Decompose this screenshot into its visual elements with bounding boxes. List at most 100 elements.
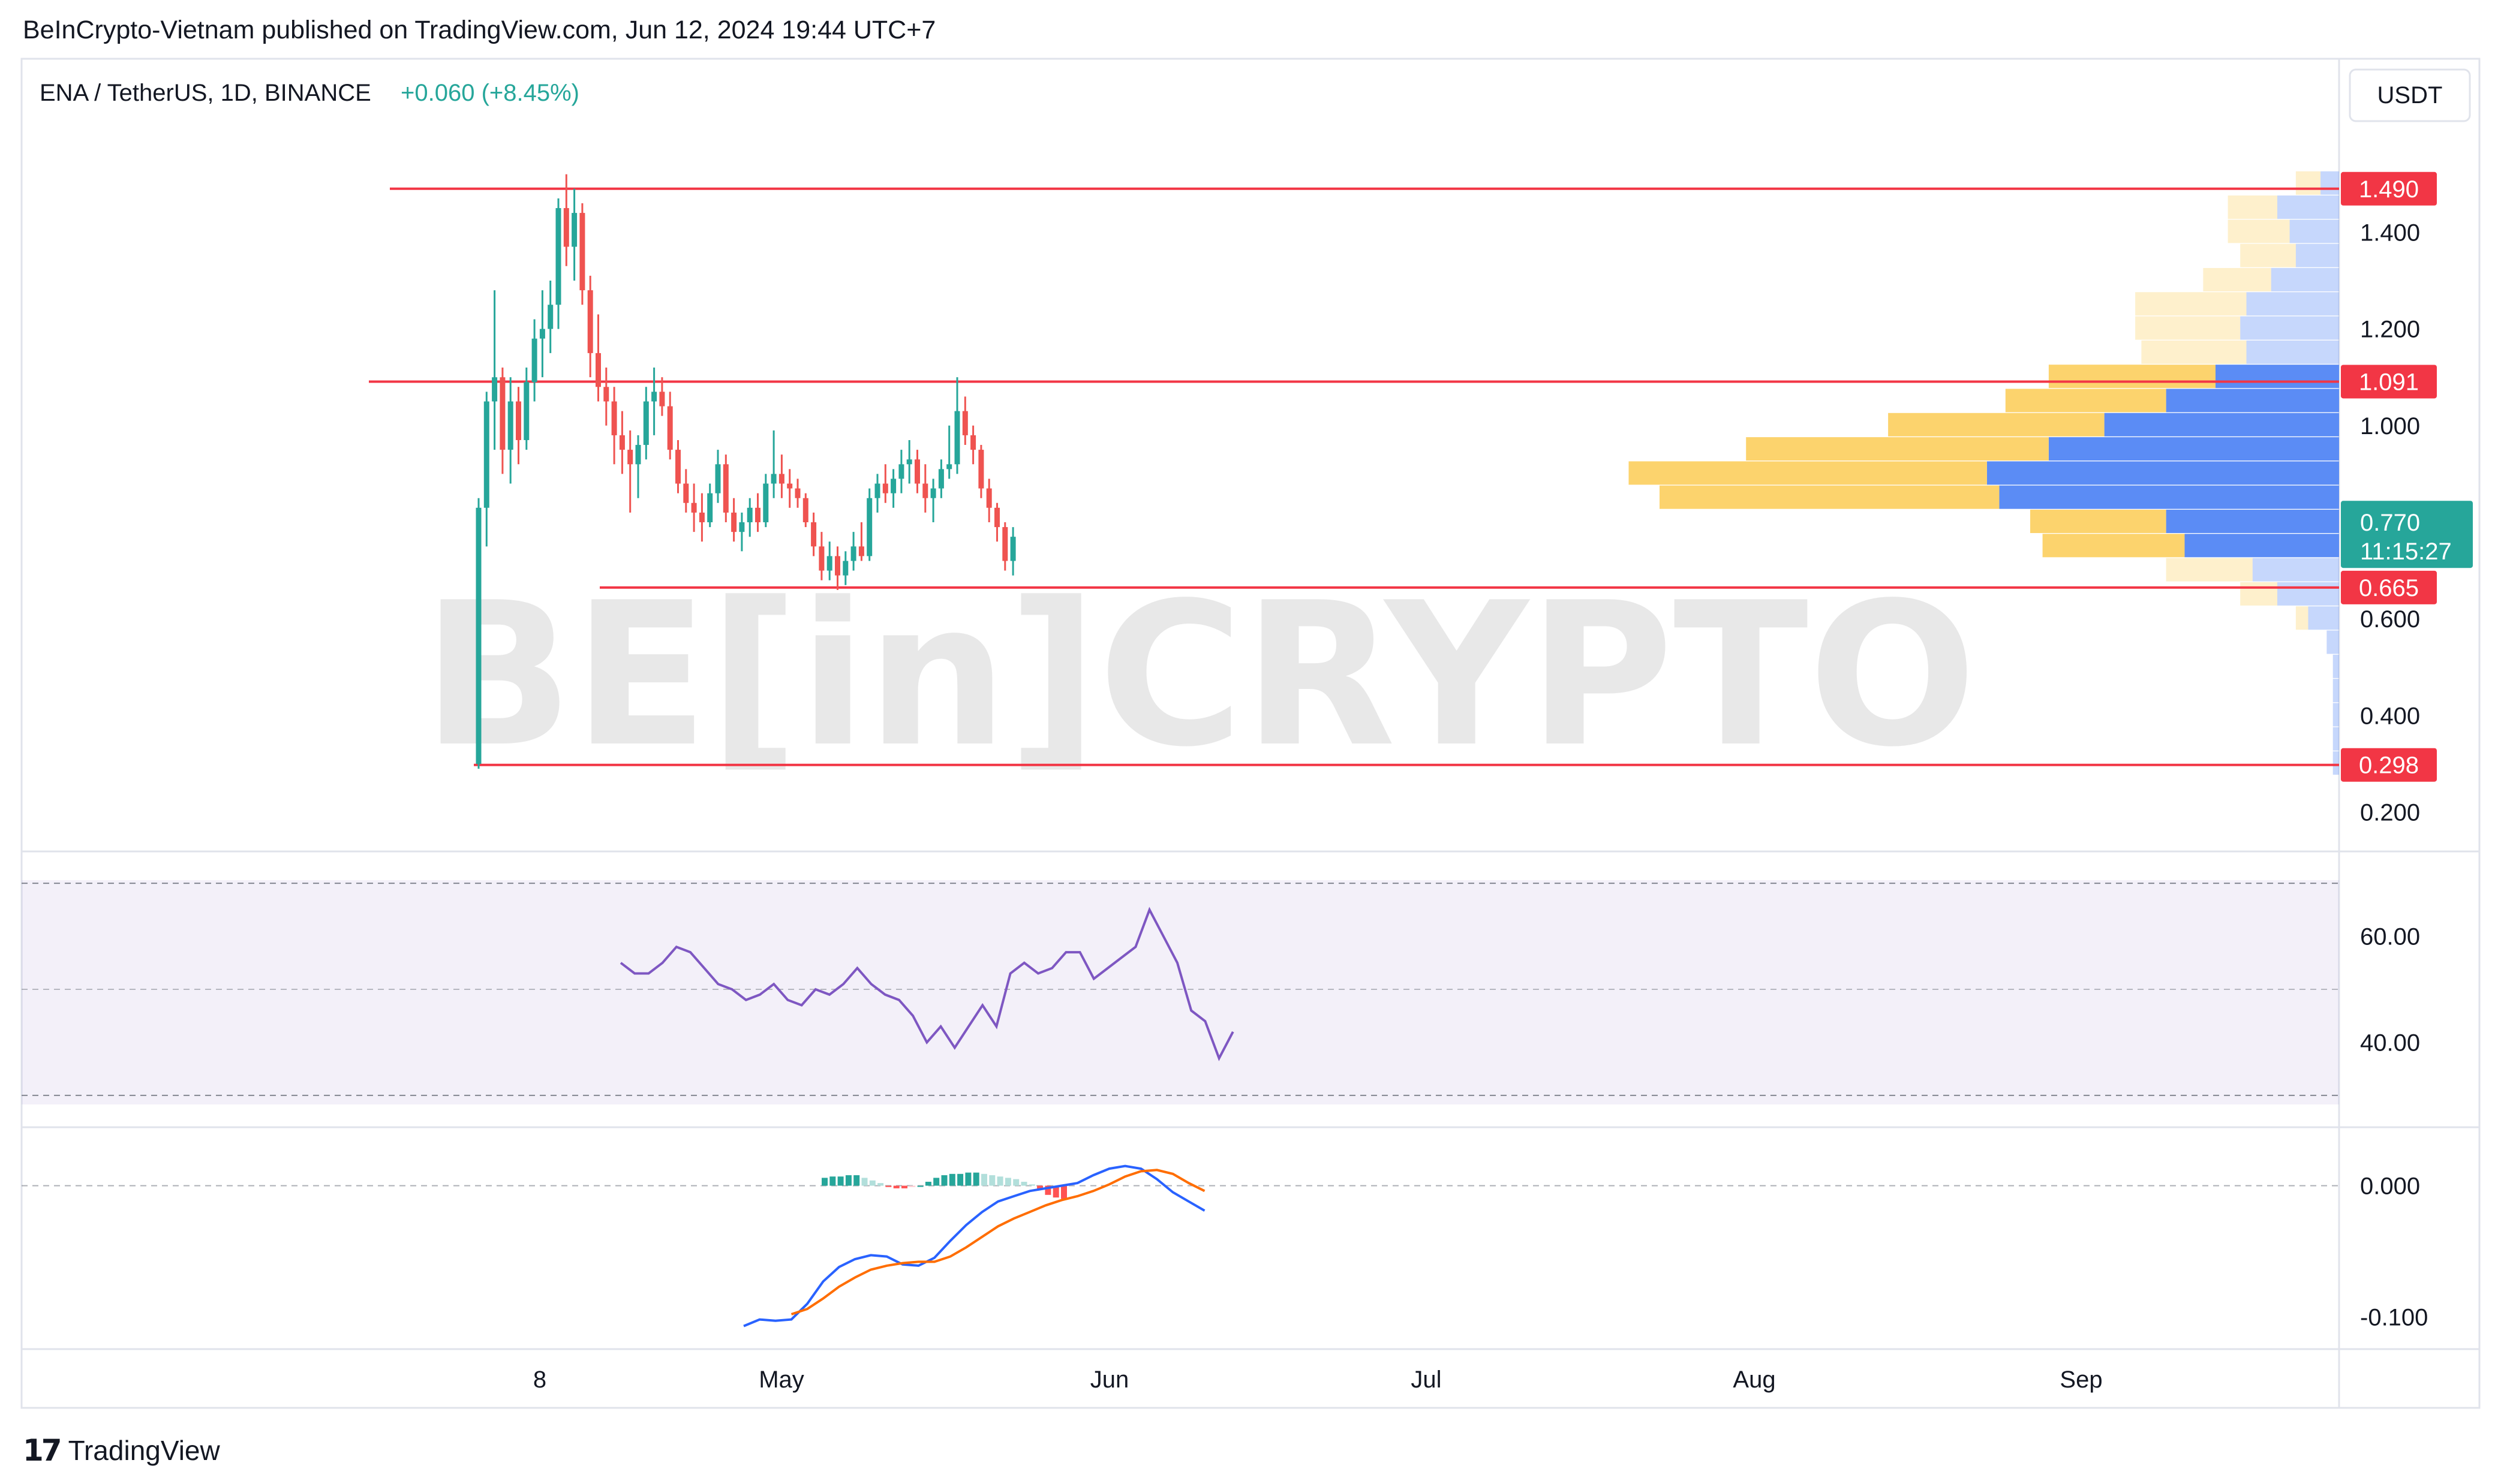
vp-down-bar bbox=[2240, 582, 2277, 606]
time-tick-label: Jul bbox=[1411, 1366, 1441, 1393]
candle-body bbox=[835, 556, 840, 576]
candle-body bbox=[843, 561, 849, 576]
vp-up-bar bbox=[2252, 558, 2339, 582]
level-price-text: 1.091 bbox=[2359, 369, 2419, 395]
candle-body bbox=[986, 488, 992, 508]
candle-body bbox=[483, 401, 489, 508]
candle-body bbox=[795, 488, 801, 498]
candle-body bbox=[691, 502, 697, 513]
candle-body bbox=[579, 213, 585, 291]
macd-histogram-bar bbox=[941, 1175, 948, 1186]
macd-signal-line bbox=[790, 1169, 1206, 1316]
candle-body bbox=[476, 507, 482, 764]
vp-down-bar bbox=[2203, 267, 2271, 291]
candle-body bbox=[811, 522, 817, 547]
macd-histogram-bar bbox=[989, 1175, 996, 1186]
macd-histogram-bar bbox=[893, 1185, 900, 1188]
candle-body bbox=[603, 387, 609, 402]
price-tick-label: 1.400 bbox=[2360, 219, 2420, 246]
candle-body bbox=[667, 406, 673, 450]
vp-down-bar bbox=[1746, 437, 2049, 461]
vp-down-bar bbox=[2141, 340, 2247, 364]
vp-up-bar bbox=[2277, 582, 2339, 606]
macd-histogram-bar bbox=[1045, 1185, 1051, 1195]
tradingview-logo[interactable]: 17 TradingView bbox=[23, 1433, 220, 1468]
macd-histogram-bar bbox=[901, 1185, 907, 1188]
publisher-line: BeInCrypto-Vietnam published on TradingV… bbox=[23, 16, 936, 44]
candle-body bbox=[906, 459, 912, 465]
candle-body bbox=[539, 329, 545, 339]
macd-histogram-bar bbox=[869, 1180, 876, 1186]
vp-down-bar bbox=[2030, 510, 2166, 534]
candle-body bbox=[802, 498, 808, 523]
time-tick-label: Sep bbox=[2060, 1366, 2102, 1393]
last-price-tag bbox=[2341, 501, 2473, 568]
candle-body bbox=[651, 392, 657, 402]
candle-body bbox=[675, 450, 681, 484]
candle-body bbox=[619, 435, 625, 450]
candle-body bbox=[683, 483, 689, 503]
vp-up-bar bbox=[2332, 727, 2339, 751]
vp-down-bar bbox=[2240, 243, 2296, 267]
vp-up-bar bbox=[2246, 340, 2339, 364]
macd-histogram-bar bbox=[949, 1173, 955, 1186]
vp-up-bar bbox=[2295, 243, 2339, 267]
vp-up-bar bbox=[2320, 171, 2339, 195]
vp-down-bar bbox=[2228, 219, 2290, 243]
candle-body bbox=[524, 382, 530, 440]
vp-down-bar bbox=[2166, 558, 2253, 582]
vp-up-bar bbox=[2308, 606, 2339, 630]
vp-up-bar bbox=[2332, 703, 2339, 727]
macd-histogram-bar bbox=[925, 1181, 931, 1186]
macd-histogram-bar bbox=[1005, 1178, 1011, 1186]
chart-frame bbox=[20, 58, 2481, 1409]
time-tick-label: Aug bbox=[1733, 1366, 1775, 1393]
candle-body bbox=[563, 208, 569, 247]
candle-body bbox=[850, 546, 856, 561]
vp-up-bar bbox=[2184, 534, 2339, 558]
macd-histogram-bar bbox=[1013, 1179, 1020, 1186]
candle-body bbox=[723, 464, 729, 513]
macd-histogram-bar bbox=[1021, 1181, 1027, 1186]
tradingview-logo-text: TradingView bbox=[68, 1435, 220, 1466]
candle-body bbox=[819, 546, 825, 571]
vp-up-bar bbox=[2166, 510, 2339, 534]
vp-up-bar bbox=[2289, 219, 2339, 243]
candle-body bbox=[946, 464, 952, 469]
horizontal-levels[interactable] bbox=[369, 187, 2339, 766]
macd-histogram-bar bbox=[997, 1176, 1003, 1186]
macd-histogram-bar bbox=[853, 1175, 860, 1186]
candle-body bbox=[915, 459, 920, 484]
candle-body bbox=[739, 522, 745, 532]
candle-body bbox=[771, 474, 777, 484]
vp-up-bar bbox=[1999, 485, 2339, 509]
macd-line bbox=[743, 1164, 1206, 1328]
macd-histogram-bar bbox=[917, 1185, 924, 1187]
price-tick-label: 0.400 bbox=[2360, 703, 2420, 729]
currency-button[interactable]: USDT bbox=[2349, 68, 2471, 122]
time-tick-label: 8 bbox=[533, 1366, 546, 1393]
candle-body bbox=[707, 493, 713, 523]
candle-body bbox=[891, 478, 897, 493]
candle-body bbox=[994, 507, 1000, 528]
rsi-indicator: 60.00 40.00 bbox=[22, 883, 2420, 1096]
candle-body bbox=[635, 445, 641, 465]
candle-body bbox=[778, 474, 784, 484]
candle-body bbox=[643, 401, 649, 445]
level-price-text: 0.665 bbox=[2359, 575, 2419, 601]
time-tick-label: May bbox=[759, 1366, 804, 1393]
last-price-text: 0.770 bbox=[2360, 510, 2420, 536]
candle-body bbox=[572, 213, 578, 247]
axes: 1.4001.2001.0000.8000.6000.4000.2008MayJ… bbox=[533, 219, 2420, 1393]
candle-body bbox=[898, 464, 904, 479]
symbol-label[interactable]: ENA / TetherUS, 1D, BINANCE bbox=[40, 80, 371, 106]
level-price-tag bbox=[2341, 171, 2437, 206]
macd-histogram-bar bbox=[829, 1176, 836, 1186]
candle-body bbox=[555, 208, 561, 305]
vp-up-bar bbox=[2271, 267, 2339, 291]
macd-histogram-bar bbox=[1053, 1185, 1059, 1198]
volume-profile bbox=[1628, 171, 2339, 775]
